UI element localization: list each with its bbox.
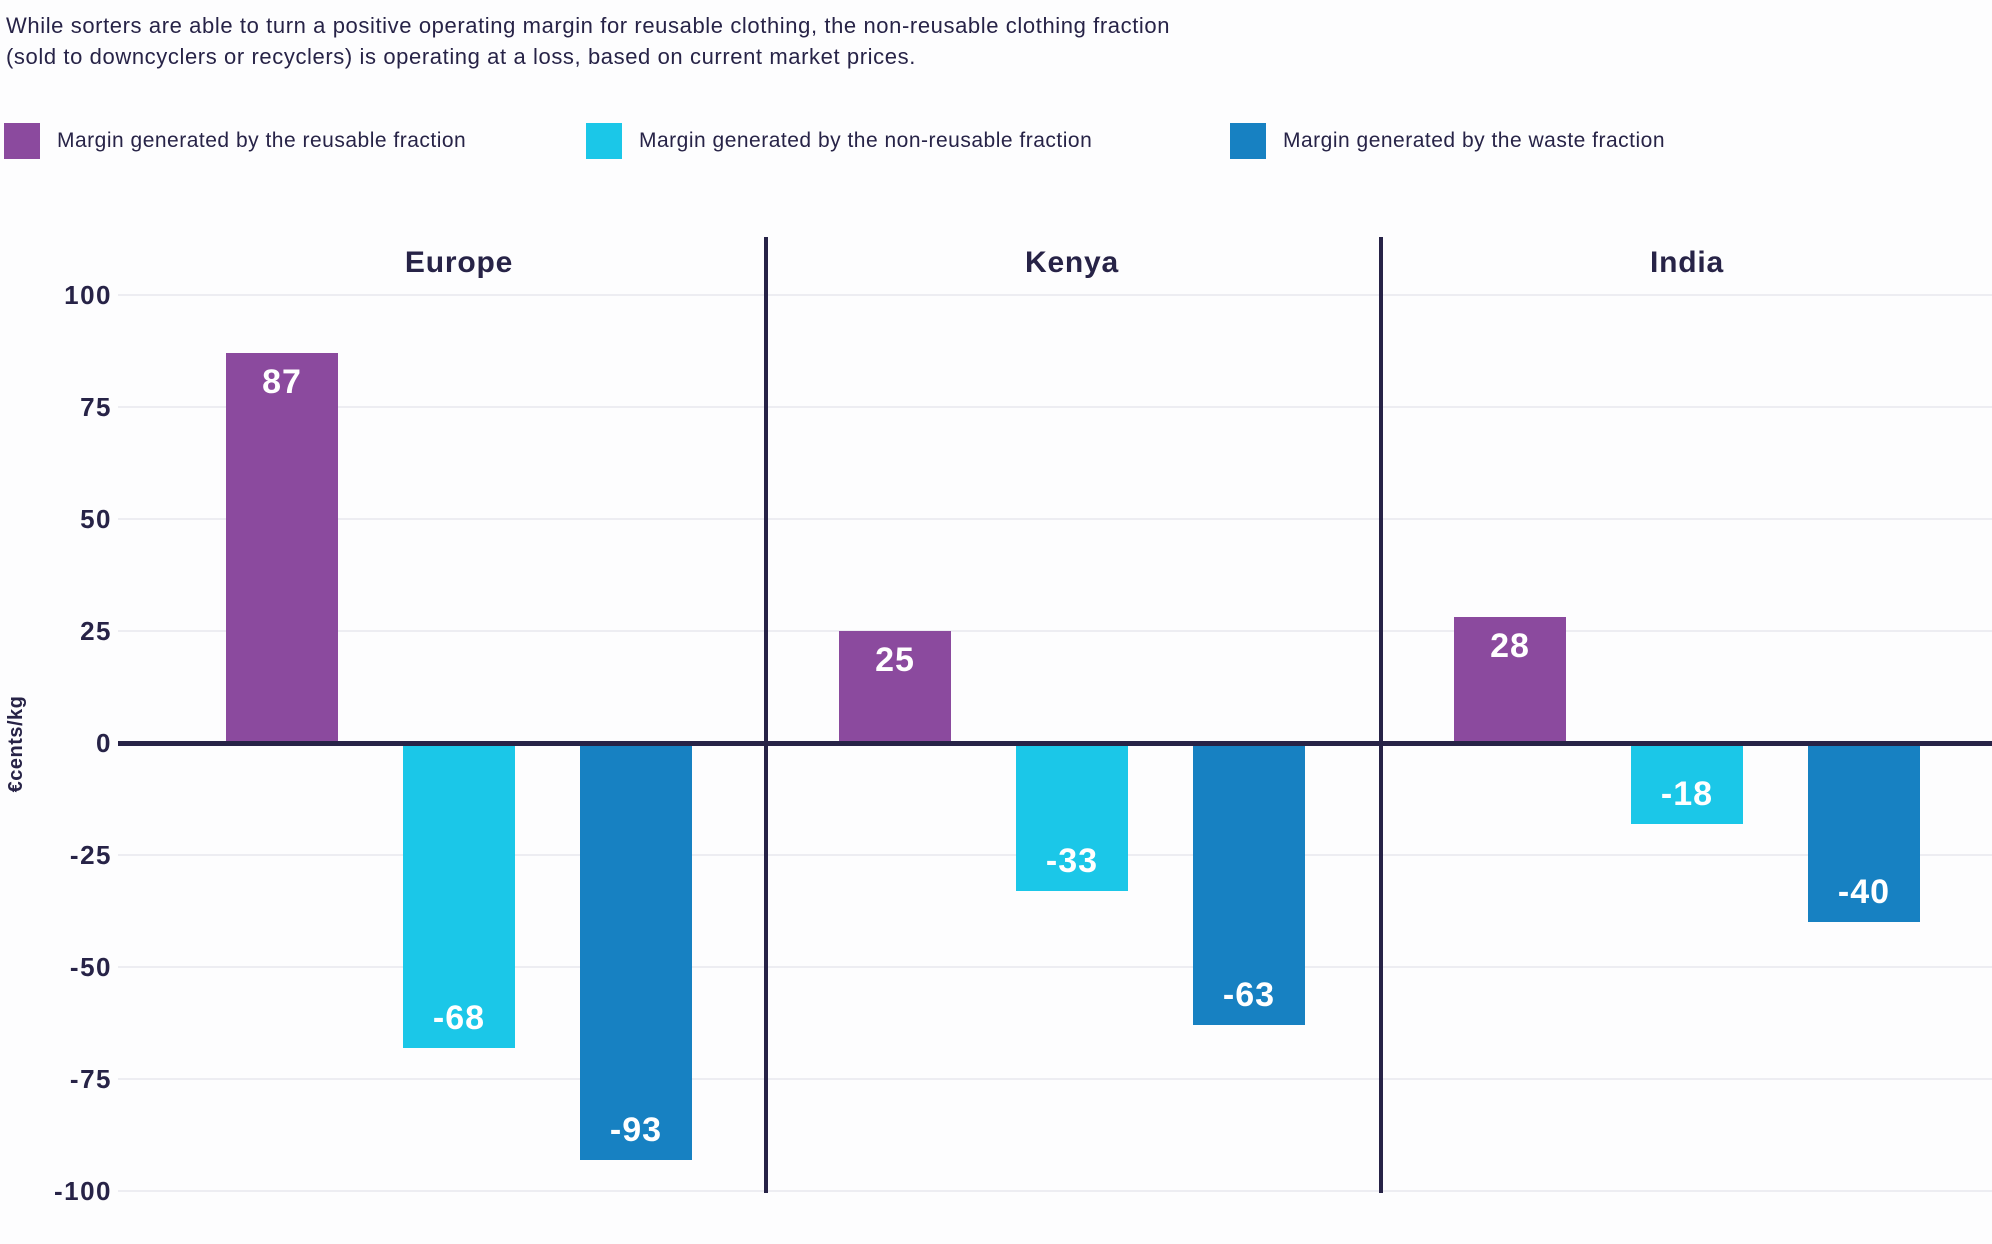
bar-value-label: -63 (1222, 976, 1276, 1015)
legend: Margin generated by the reusable fractio… (0, 122, 1992, 162)
legend-swatch-waste (1230, 123, 1266, 159)
bar-value-label: -68 (432, 998, 486, 1037)
bar-europe-waste: -93 (580, 743, 692, 1160)
panel-separator-kenya-india (1379, 237, 1383, 1193)
gridline-100 (118, 293, 1992, 296)
gridline--50 (118, 966, 1992, 969)
panel-separator-europe-kenya (764, 237, 768, 1193)
gridline-50 (118, 517, 1992, 520)
gridline--75 (118, 1078, 1992, 1081)
bar-india-reusable: 28 (1454, 617, 1566, 743)
legend-item-non-reusable: Margin generated by the non-reusable fra… (586, 122, 1092, 160)
bar-value-label: 25 (875, 640, 915, 679)
legend-label-reusable: Margin generated by the reusable fractio… (57, 129, 467, 152)
bar-value-label: -33 (1045, 841, 1099, 880)
bar-value-label: -93 (609, 1111, 663, 1149)
bar-kenya-reusable: 25 (839, 630, 951, 743)
y-tick--50: -50 (69, 952, 112, 983)
y-tick-0: 0 (96, 728, 112, 758)
chart-title-line2: (sold to downcyclers or recyclers) is op… (6, 44, 916, 69)
chart-title-line1: While sorters are able to turn a positiv… (6, 13, 1171, 38)
gridline-75 (118, 405, 1992, 408)
gridline-25 (118, 629, 1992, 632)
legend-item-reusable: Margin generated by the reusable fractio… (4, 122, 466, 160)
y-tick--100: -100 (53, 1176, 112, 1207)
bar-india-non-reusable: -18 (1631, 743, 1743, 824)
bar-value-label: -18 (1660, 774, 1714, 813)
gridline--100 (118, 1190, 1992, 1193)
chart-title: While sorters are able to turn a positiv… (6, 10, 1170, 72)
bar-value-label: -40 (1837, 873, 1891, 912)
legend-swatch-non-reusable (586, 123, 622, 159)
bar-europe-non-reusable: -68 (403, 743, 515, 1048)
y-tick--25: -25 (69, 840, 112, 871)
bar-value-label: 87 (262, 362, 302, 401)
panel-title-kenya: Kenya (1024, 246, 1120, 279)
y-tick-25: 25 (80, 615, 112, 646)
y-tick-100: 100 (64, 279, 112, 310)
y-tick-75: 75 (80, 391, 112, 422)
legend-item-waste: Margin generated by the waste fraction (1230, 122, 1665, 160)
y-tick-50: 50 (80, 503, 112, 534)
panel-title-europe: Europe (404, 246, 514, 279)
bar-kenya-waste: -63 (1193, 743, 1305, 1026)
panel-title-india: India (1649, 246, 1725, 279)
legend-swatch-reusable (4, 123, 40, 159)
legend-label-non-reusable: Margin generated by the non-reusable fra… (639, 129, 1093, 152)
bar-value-label: 28 (1490, 627, 1530, 666)
bar-kenya-non-reusable: -33 (1016, 743, 1128, 891)
zero-axis-line (118, 741, 1992, 746)
legend-label-waste: Margin generated by the waste fraction (1283, 129, 1666, 152)
y-tick--75: -75 (69, 1064, 112, 1095)
bar-europe-reusable: 87 (226, 352, 338, 743)
bar-india-waste: -40 (1808, 743, 1920, 923)
